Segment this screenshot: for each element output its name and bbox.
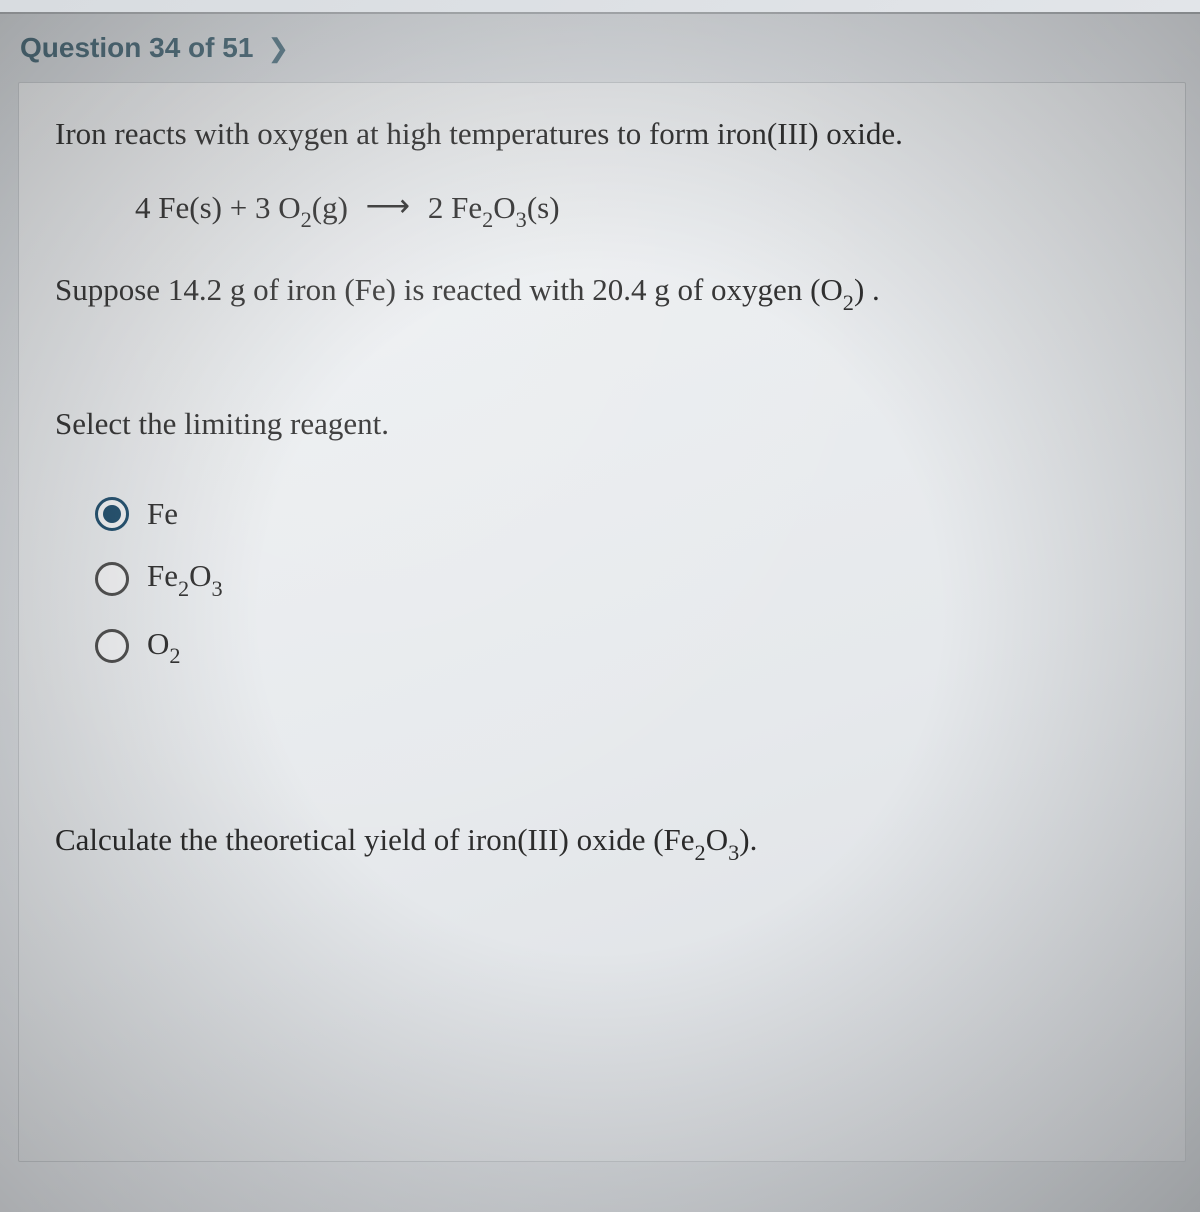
radio-fe[interactable] <box>95 497 129 531</box>
option-row-o2[interactable]: O2 <box>95 626 1149 667</box>
eq-reactant1: Fe(s) <box>158 190 222 225</box>
option-row-fe[interactable]: Fe <box>95 496 1149 532</box>
condition-text: Suppose 14.2 g of iron (Fe) is reacted w… <box>55 267 1149 317</box>
eq-product-coeff: 2 <box>428 190 444 225</box>
chevron-right-icon[interactable]: ❯ <box>267 33 289 64</box>
eq-reactant1-coeff: 4 <box>135 190 151 225</box>
calc-sub1: 2 <box>695 840 706 865</box>
eq-product-sub2: 3 <box>516 207 527 232</box>
option-row-fe2o3[interactable]: Fe2O3 <box>95 558 1149 599</box>
eq-product-base1: Fe <box>451 190 482 225</box>
eq-reactant2-base: O <box>278 190 300 225</box>
eq-reactant2-coeff: 3 <box>255 190 271 225</box>
radio-fe2o3[interactable] <box>95 562 129 596</box>
calc-open: (Fe <box>653 822 694 857</box>
prompt-text: Select the limiting reagent. <box>55 406 1149 442</box>
calc-sub2: 3 <box>728 840 739 865</box>
condition-o2-open: (O <box>810 272 843 307</box>
chemical-equation: 4 Fe(s) + 3 O2(g) ⟶ 2 Fe2O3(s) <box>135 190 1149 231</box>
reaction-arrow-icon: ⟶ <box>366 188 410 224</box>
eq-reactant2-state: (g) <box>312 190 348 225</box>
calc-mid: O <box>706 822 728 857</box>
question-number-label: Question 34 of 51 <box>20 32 253 64</box>
condition-o2-sub: 2 <box>843 290 854 315</box>
eq-product-sub1: 2 <box>482 207 493 232</box>
calculate-prompt: Calculate the theoretical yield of iron(… <box>55 817 1149 867</box>
calc-close: ). <box>739 822 757 857</box>
option-label-fe2o3: Fe2O3 <box>147 558 223 599</box>
question-content-panel: Iron reacts with oxygen at high temperat… <box>18 82 1186 1162</box>
eq-plus: + <box>230 190 247 225</box>
calc-prefix: Calculate the theoretical yield of iron(… <box>55 822 653 857</box>
problem-intro-text: Iron reacts with oxygen at high temperat… <box>55 111 1149 158</box>
options-group: Fe Fe2O3 O2 <box>95 496 1149 666</box>
question-header[interactable]: Question 34 of 51 ❯ <box>0 14 1200 82</box>
eq-product-state: (s) <box>527 190 560 225</box>
condition-o2-close: ) . <box>854 272 880 307</box>
eq-reactant2-sub: 2 <box>301 207 312 232</box>
condition-prefix: Suppose 14.2 g of iron (Fe) is reacted w… <box>55 272 810 307</box>
radio-o2[interactable] <box>95 629 129 663</box>
option-label-o2: O2 <box>147 626 181 667</box>
eq-product-base2: O <box>493 190 515 225</box>
option-label-fe: Fe <box>147 496 178 532</box>
